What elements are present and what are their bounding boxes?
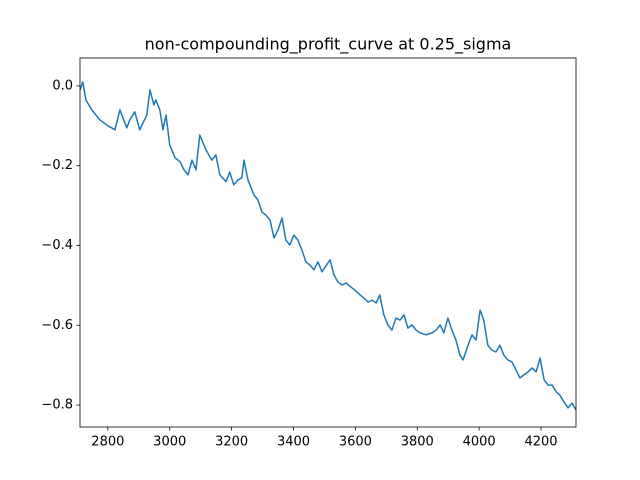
line xyxy=(80,81,576,411)
x-tick-label: 2800 xyxy=(91,435,124,450)
x-tick-label: 3200 xyxy=(215,435,248,450)
y-tick-label: −0.8 xyxy=(41,398,73,413)
plot-frame xyxy=(79,57,577,428)
y-tick-label: −0.2 xyxy=(41,158,73,173)
x-tick-label: 3600 xyxy=(339,435,372,450)
x-tick-label: 4200 xyxy=(524,435,557,450)
y-tick-label: −0.4 xyxy=(41,238,73,253)
y-tick-label: −0.6 xyxy=(41,318,73,333)
x-tick-label: 3800 xyxy=(401,435,434,450)
x-tick-label: 3400 xyxy=(277,435,310,450)
y-tick-label: 0.0 xyxy=(52,78,73,93)
x-tick-label: 3000 xyxy=(153,435,186,450)
chart-title: non-compounding_profit_curve at 0.25_sig… xyxy=(145,35,512,55)
x-tick-label: 4000 xyxy=(463,435,496,450)
